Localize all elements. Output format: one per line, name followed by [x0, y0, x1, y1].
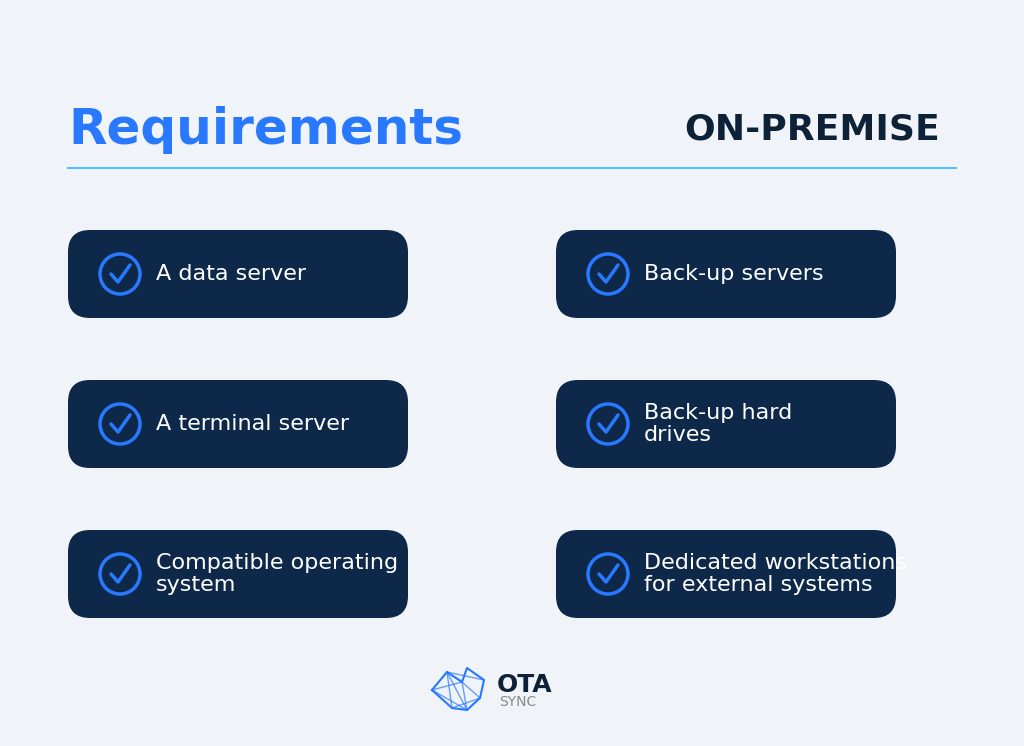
Text: SYNC: SYNC: [499, 695, 537, 709]
Text: OTA: OTA: [497, 673, 553, 697]
Text: A terminal server: A terminal server: [156, 414, 349, 434]
Text: ON-PREMISE: ON-PREMISE: [684, 113, 940, 147]
Text: Back-up servers: Back-up servers: [644, 264, 823, 284]
FancyBboxPatch shape: [556, 230, 896, 318]
FancyBboxPatch shape: [556, 380, 896, 468]
FancyBboxPatch shape: [556, 530, 896, 618]
Text: Compatible operating: Compatible operating: [156, 553, 398, 573]
Text: system: system: [156, 575, 237, 595]
FancyBboxPatch shape: [68, 380, 408, 468]
Text: Back-up hard: Back-up hard: [644, 403, 793, 423]
FancyBboxPatch shape: [68, 530, 408, 618]
Text: A data server: A data server: [156, 264, 306, 284]
Text: Dedicated workstations: Dedicated workstations: [644, 553, 907, 573]
Text: Requirements: Requirements: [68, 106, 463, 154]
FancyBboxPatch shape: [68, 230, 408, 318]
Text: for external systems: for external systems: [644, 575, 872, 595]
Text: drives: drives: [644, 425, 712, 445]
